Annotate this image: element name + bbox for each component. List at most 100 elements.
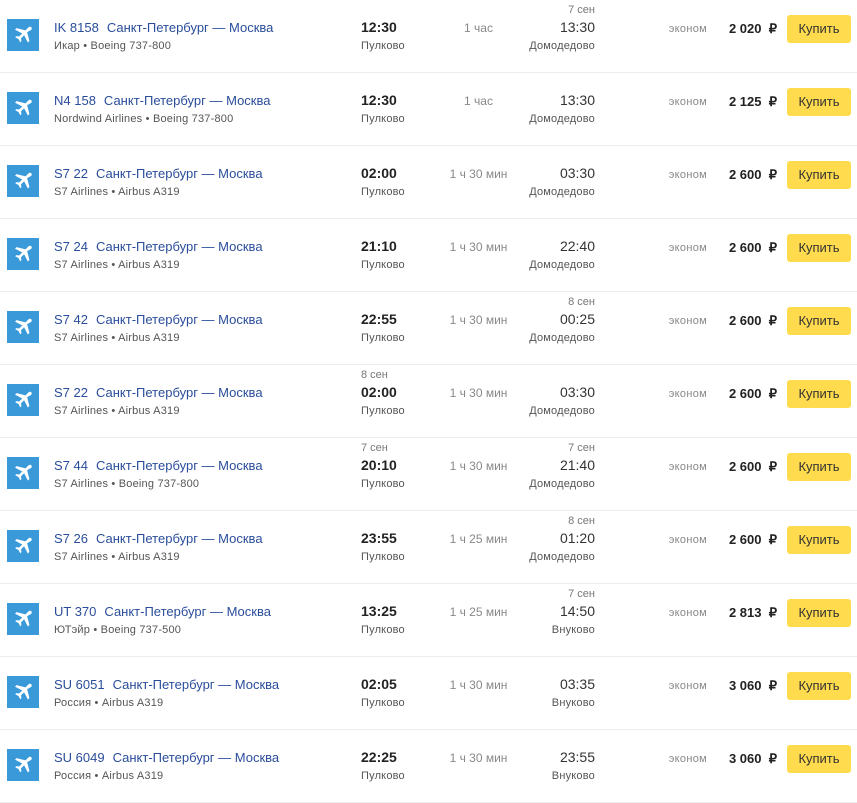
price-value: 2 600 (728, 240, 762, 255)
price-value: 2 600 (728, 532, 762, 547)
arrival-date: 8 сен (568, 296, 595, 308)
flight-route[interactable]: Санкт-Петербург — Москва (95, 458, 263, 473)
departure-time: 13:25 (361, 603, 397, 619)
flight-row[interactable]: S7 22 Санкт-Петербург — Москва S7 Airline… (0, 365, 857, 438)
flight-title[interactable]: S7 24 Санкт-Петербург — Москва (54, 239, 263, 254)
carrier-aircraft: S7 Airlines • Airbus A319 (54, 186, 180, 198)
flight-route[interactable]: Санкт-Петербург — Москва (95, 312, 263, 327)
flight-code[interactable]: UT 370 (54, 604, 97, 619)
flight-row[interactable]: N4 158 Санкт-Петербург — Москва Nordwind … (0, 73, 857, 146)
departure-time: 02:05 (361, 676, 397, 692)
flight-route[interactable]: Санкт-Петербург — Москва (106, 20, 274, 35)
buy-button[interactable]: Купить (787, 526, 851, 554)
flight-title[interactable]: SU 6049 Санкт-Петербург — Москва (54, 750, 279, 765)
flight-row[interactable]: S7 24 Санкт-Петербург — Москва S7 Airline… (0, 219, 857, 292)
flight-row[interactable]: SU 6051 Санкт-Петербург — Москва Россия •… (0, 657, 857, 730)
buy-button[interactable]: Купить (787, 161, 851, 189)
price-value: 2 600 (728, 167, 762, 182)
carrier-aircraft: Россия • Airbus A319 (54, 770, 164, 782)
fare-class: эконом (668, 315, 707, 327)
flight-code[interactable]: S7 44 (54, 458, 88, 473)
fare-class: эконом (668, 461, 707, 473)
flight-title[interactable]: N4 158 Санкт-Петербург — Москва (54, 93, 270, 108)
arrival-date: 7 сен (568, 588, 595, 600)
price: 2 020 ₽ (729, 21, 777, 37)
buy-button[interactable]: Купить (787, 307, 851, 335)
flight-route[interactable]: Санкт-Петербург — Москва (112, 677, 280, 692)
fare-class: эконом (668, 753, 707, 765)
flight-route[interactable]: Санкт-Петербург — Москва (103, 93, 271, 108)
flight-code[interactable]: S7 24 (54, 239, 88, 254)
flight-code[interactable]: S7 22 (54, 166, 88, 181)
currency-ruble: ₽ (768, 751, 777, 766)
flight-code[interactable]: S7 26 (54, 531, 88, 546)
flight-duration: 1 час (464, 94, 493, 108)
arrival-time: 03:35 (559, 676, 595, 692)
flight-code[interactable]: S7 42 (54, 312, 88, 327)
carrier-aircraft: S7 Airlines • Boeing 737-800 (54, 478, 200, 490)
price: 2 600 ₽ (729, 459, 777, 475)
departure-time: 20:10 (361, 457, 397, 473)
flight-route[interactable]: Санкт-Петербург — Москва (112, 750, 280, 765)
airplane-icon (7, 749, 39, 781)
carrier-aircraft: Nordwind Airlines • Boeing 737-800 (54, 113, 234, 125)
airplane-icon (7, 92, 39, 124)
departure-airport: Пулково (361, 332, 405, 344)
flight-route[interactable]: Санкт-Петербург — Москва (95, 239, 263, 254)
flight-title[interactable]: S7 44 Санкт-Петербург — Москва (54, 458, 263, 473)
flight-title[interactable]: S7 42 Санкт-Петербург — Москва (54, 312, 263, 327)
flight-row[interactable]: UT 370 Санкт-Петербург — Москва ЮТэйр • B… (0, 584, 857, 657)
flight-route[interactable]: Санкт-Петербург — Москва (104, 604, 271, 619)
flight-title[interactable]: S7 22 Санкт-Петербург — Москва (54, 166, 263, 181)
flight-route[interactable]: Санкт-Петербург — Москва (95, 166, 263, 181)
flight-code[interactable]: IK 8158 (54, 20, 99, 35)
currency-ruble: ₽ (768, 240, 777, 255)
airplane-icon (7, 311, 39, 343)
carrier-aircraft: ЮТэйр • Boeing 737-500 (54, 624, 182, 636)
departure-time: 22:55 (361, 311, 397, 327)
airplane-icon (7, 530, 39, 562)
flight-row[interactable]: SU 6049 Санкт-Петербург — Москва Россия •… (0, 730, 857, 803)
buy-button[interactable]: Купить (787, 745, 851, 773)
flight-row[interactable]: S7 44 Санкт-Петербург — Москва S7 Airline… (0, 438, 857, 511)
price: 2 600 ₽ (729, 386, 777, 402)
flight-row[interactable]: IK 8158 Санкт-Петербург — Москва Икар • B… (0, 0, 857, 73)
flight-title[interactable]: IK 8158 Санкт-Петербург — Москва (54, 20, 273, 35)
flight-code[interactable]: S7 22 (54, 385, 88, 400)
flight-duration: 1 ч 30 мин (449, 386, 508, 400)
price-value: 3 060 (728, 678, 762, 693)
departure-airport: Пулково (361, 551, 405, 563)
currency-ruble: ₽ (768, 459, 777, 474)
flight-title[interactable]: SU 6051 Санкт-Петербург — Москва (54, 677, 279, 692)
flight-row[interactable]: S7 26 Санкт-Петербург — Москва S7 Airline… (0, 511, 857, 584)
price-value: 2 600 (728, 386, 762, 401)
flight-duration: 1 ч 25 мин (449, 532, 508, 546)
fare-class: эконом (668, 607, 707, 619)
buy-button[interactable]: Купить (787, 453, 851, 481)
flight-route[interactable]: Санкт-Петербург — Москва (95, 531, 263, 546)
buy-button[interactable]: Купить (787, 234, 851, 262)
currency-ruble: ₽ (768, 167, 777, 182)
arrival-airport: Домодедово (529, 405, 595, 417)
flight-row[interactable]: S7 22 Санкт-Петербург — Москва S7 Airline… (0, 146, 857, 219)
flight-code[interactable]: N4 158 (54, 93, 96, 108)
departure-date: 8 сен (361, 369, 388, 381)
buy-button[interactable]: Купить (787, 88, 851, 116)
buy-button[interactable]: Купить (787, 380, 851, 408)
flight-row[interactable]: S7 42 Санкт-Петербург — Москва S7 Airline… (0, 292, 857, 365)
fare-class: эконом (668, 388, 707, 400)
flight-code[interactable]: SU 6051 (54, 677, 105, 692)
buy-button[interactable]: Купить (787, 672, 851, 700)
flight-route[interactable]: Санкт-Петербург — Москва (95, 385, 263, 400)
flight-title[interactable]: S7 26 Санкт-Петербург — Москва (54, 531, 263, 546)
buy-button[interactable]: Купить (787, 599, 851, 627)
flight-title[interactable]: UT 370 Санкт-Петербург — Москва (54, 604, 271, 619)
currency-ruble: ₽ (768, 532, 777, 547)
buy-button[interactable]: Купить (787, 15, 851, 43)
airplane-icon (7, 19, 39, 51)
price-value: 2 813 (728, 605, 762, 620)
flight-code[interactable]: SU 6049 (54, 750, 105, 765)
flight-title[interactable]: S7 22 Санкт-Петербург — Москва (54, 385, 263, 400)
airplane-icon (7, 603, 39, 635)
